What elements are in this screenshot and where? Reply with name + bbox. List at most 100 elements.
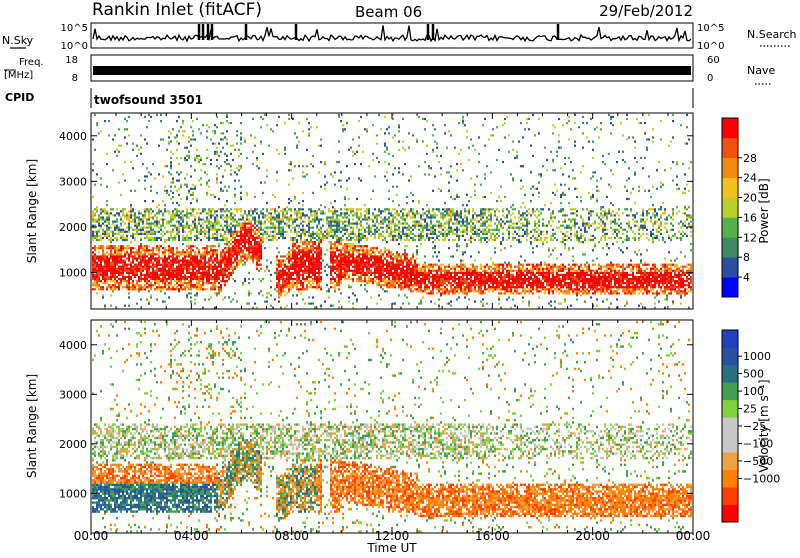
power-cell — [298, 235, 300, 237]
power-cell — [206, 124, 208, 126]
power-cell — [386, 149, 388, 151]
power-cell — [96, 262, 98, 264]
power-cell — [294, 260, 296, 262]
power-cell — [274, 225, 276, 227]
power-cell — [222, 138, 224, 140]
power-cell — [250, 134, 252, 136]
power-cell — [364, 251, 366, 253]
power-cell — [278, 233, 280, 235]
power-cell — [288, 221, 290, 223]
power-cell — [152, 218, 154, 220]
power-cell — [342, 239, 344, 241]
power-cell — [342, 253, 344, 255]
power-cell — [114, 225, 116, 227]
power-cell — [284, 290, 286, 292]
power-cell — [312, 210, 314, 212]
power-cell — [200, 266, 202, 268]
power-cell — [130, 288, 132, 290]
power-cell — [248, 247, 250, 249]
power-cell — [388, 225, 390, 227]
power-cell — [106, 237, 108, 239]
power-cell — [260, 264, 262, 266]
power-cell — [208, 239, 210, 241]
power-cell — [100, 280, 102, 282]
power-cell — [144, 200, 146, 202]
power-cell — [416, 138, 418, 140]
power-cell — [366, 280, 368, 282]
power-cell — [276, 268, 278, 270]
power-cell — [400, 216, 402, 218]
power-cell — [416, 257, 418, 259]
power-cell — [416, 278, 418, 280]
power-cell — [422, 272, 424, 274]
power-cell — [190, 145, 192, 147]
power-cell — [396, 225, 398, 227]
power-cell — [334, 171, 336, 173]
power-cell — [302, 298, 304, 300]
power-cell — [220, 216, 222, 218]
power-cell — [418, 116, 420, 118]
power-cell — [136, 288, 138, 290]
power-cell — [226, 241, 228, 243]
power-cell — [212, 288, 214, 290]
power-cell — [190, 262, 192, 264]
power-cell — [348, 264, 350, 266]
power-cell — [216, 268, 218, 270]
power-cell — [272, 218, 274, 220]
power-cell — [364, 235, 366, 237]
power-cell — [94, 208, 96, 210]
power-cell — [238, 180, 240, 182]
power-cell — [178, 227, 180, 229]
power-cell — [260, 126, 262, 128]
power-cell — [178, 216, 180, 218]
power-cell — [374, 237, 376, 239]
power-cell — [102, 237, 104, 239]
power-cell — [410, 288, 412, 290]
power-cell — [310, 280, 312, 282]
power-cell — [372, 257, 374, 259]
power-cell — [204, 268, 206, 270]
power-cell — [190, 202, 192, 204]
power-cell — [258, 167, 260, 169]
power-cell — [332, 212, 334, 214]
power-cell — [338, 264, 340, 266]
power-cell — [312, 227, 314, 229]
power-cell — [400, 255, 402, 257]
power-cell — [200, 225, 202, 227]
power-cell — [290, 282, 292, 284]
power-cell — [182, 122, 184, 124]
power-cell — [144, 237, 146, 239]
power-cell — [188, 255, 190, 257]
power-cell — [406, 214, 408, 216]
power-cell — [226, 163, 228, 165]
power-cell — [430, 301, 432, 303]
power-cell — [312, 303, 314, 305]
power-cell — [154, 260, 156, 262]
power-cell — [176, 208, 178, 210]
power-cell — [244, 229, 246, 231]
power-cell — [356, 212, 358, 214]
power-cell — [232, 251, 234, 253]
power-cell — [282, 278, 284, 280]
power-cell — [118, 231, 120, 233]
power-cell — [254, 227, 256, 229]
power-cell — [374, 247, 376, 249]
power-cell — [316, 214, 318, 216]
power-cell — [190, 239, 192, 241]
power-cell — [386, 264, 388, 266]
power-cell — [354, 245, 356, 247]
power-cell — [220, 268, 222, 270]
power-cell — [284, 231, 286, 233]
power-cell — [246, 233, 248, 235]
power-cell — [148, 286, 150, 288]
power-cell — [110, 247, 112, 249]
power-cell — [132, 214, 134, 216]
power-cell — [134, 270, 136, 272]
power-cell — [174, 260, 176, 262]
power-cell — [368, 276, 370, 278]
power-cell — [348, 262, 350, 264]
power-cell — [256, 307, 258, 309]
power-cell — [248, 231, 250, 233]
power-cell — [238, 155, 240, 157]
power-cell — [106, 278, 108, 280]
